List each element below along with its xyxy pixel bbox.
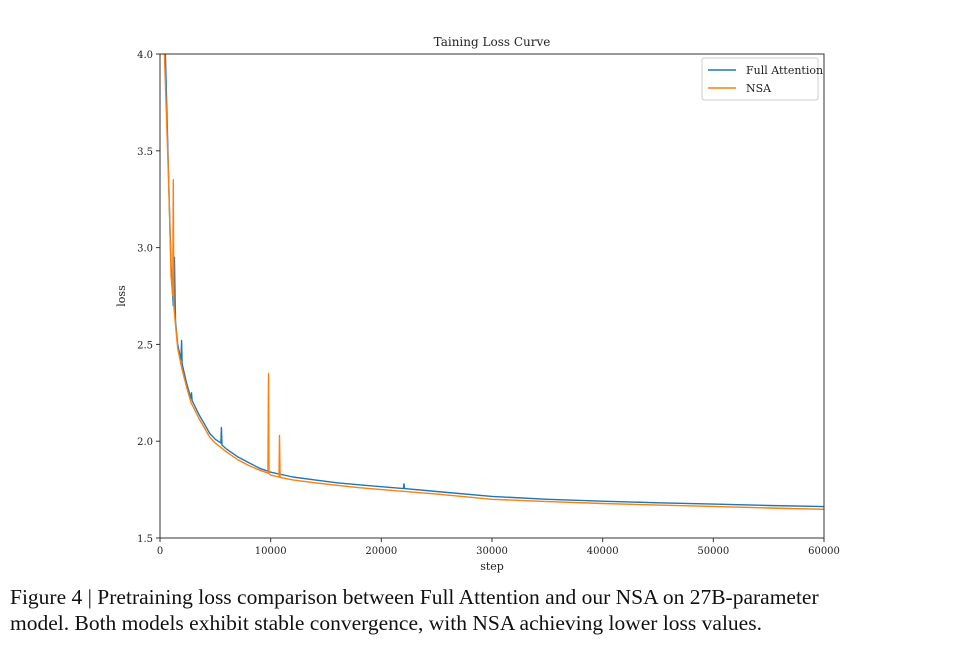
y-tick-label: 3.0 bbox=[137, 244, 153, 255]
x-tick-label: 60000 bbox=[808, 546, 840, 557]
y-tick-label: 2.0 bbox=[137, 437, 153, 448]
x-tick-label: 0 bbox=[157, 546, 163, 557]
x-axis: 0 10000 20000 30000 40000 50000 60000 bbox=[157, 538, 840, 557]
chart-title: Taining Loss Curve bbox=[434, 35, 551, 49]
series-layer bbox=[163, 54, 824, 510]
y-tick-label: 2.5 bbox=[137, 340, 153, 351]
caption-line-2: model. Both models exhibit stable conver… bbox=[10, 611, 762, 635]
figure-caption: Figure 4 | Pretraining loss comparison b… bbox=[10, 584, 960, 636]
x-tick-label: 40000 bbox=[587, 546, 619, 557]
legend-label-full-attention: Full Attention bbox=[746, 64, 823, 77]
x-tick-label: 20000 bbox=[365, 546, 397, 557]
loss-chart: Taining Loss Curve 0 10000 20000 30000 40000… bbox=[115, 35, 840, 573]
legend: Full Attention NSA bbox=[701, 57, 823, 101]
series-line-full-attention bbox=[164, 54, 824, 508]
y-tick-label: 1.5 bbox=[137, 534, 153, 545]
legend-box bbox=[701, 57, 819, 101]
y-axis: 1.5 2.0 2.5 3.0 3.5 4.0 bbox=[137, 50, 160, 545]
x-tick-label: 30000 bbox=[476, 546, 508, 557]
y-tick-label: 3.5 bbox=[137, 147, 153, 158]
x-axis-label: step bbox=[480, 560, 504, 573]
y-tick-label: 4.0 bbox=[137, 50, 153, 61]
y-axis-label: loss bbox=[115, 285, 128, 307]
series-line-nsa bbox=[163, 54, 824, 510]
x-tick-label: 50000 bbox=[697, 546, 729, 557]
legend-label-nsa: NSA bbox=[746, 82, 772, 95]
caption-line-1: Figure 4 | Pretraining loss comparison b… bbox=[10, 585, 819, 609]
x-tick-label: 10000 bbox=[255, 546, 287, 557]
plot-frame bbox=[159, 53, 825, 539]
